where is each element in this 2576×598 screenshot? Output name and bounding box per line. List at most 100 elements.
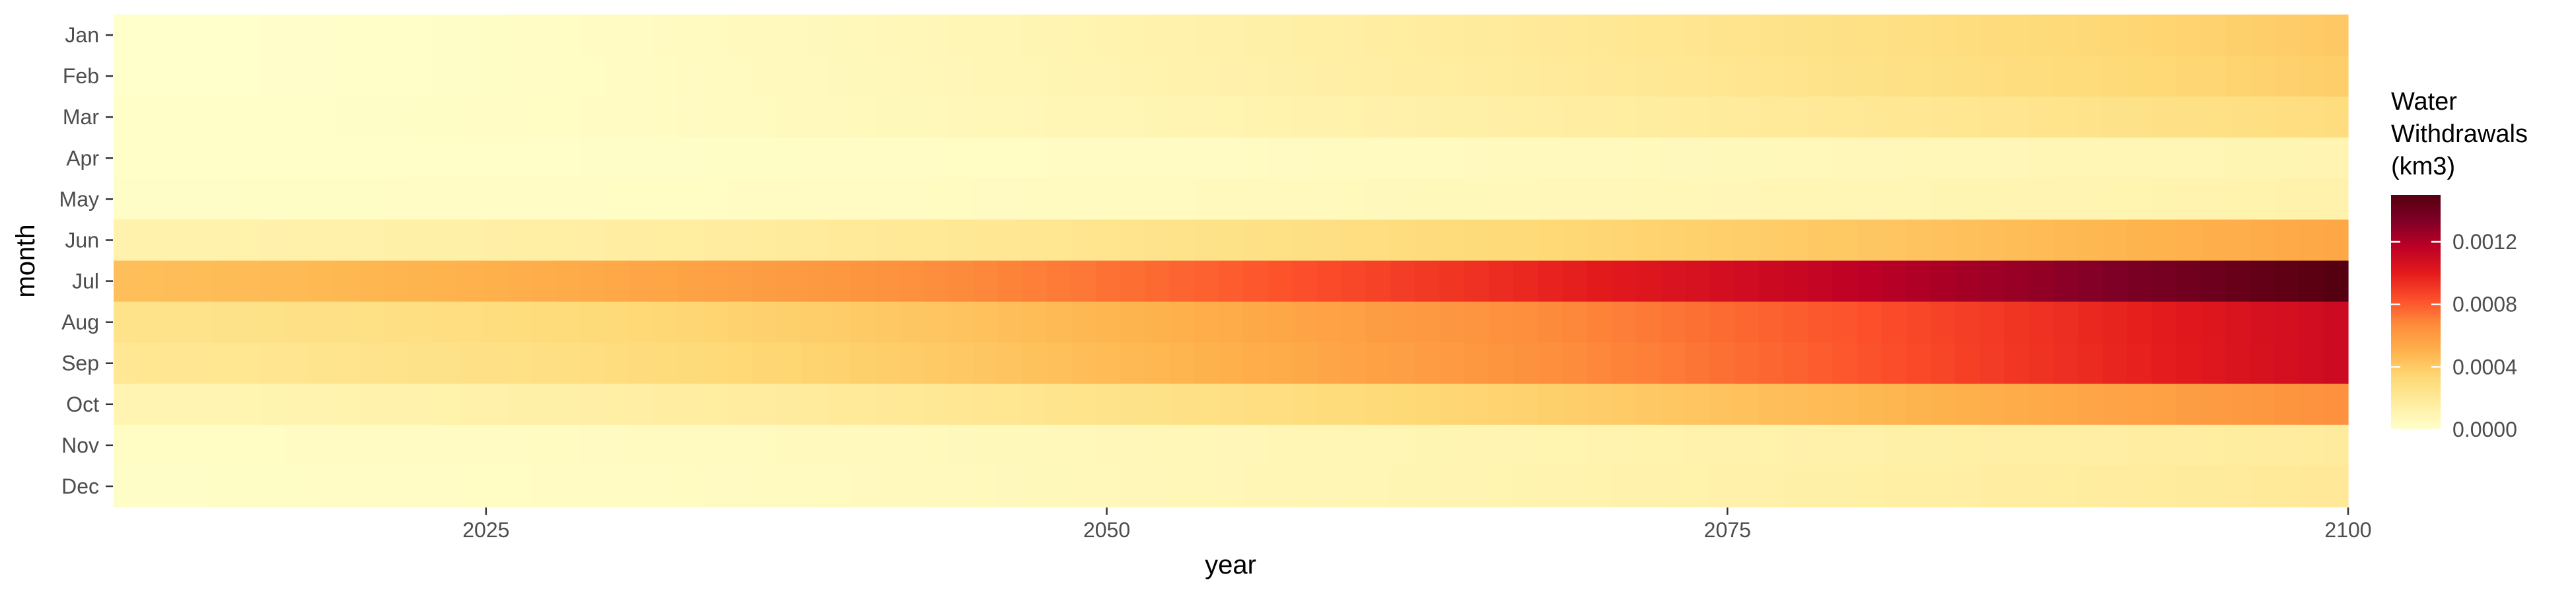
heatmap-cell [2102,465,2128,507]
heatmap-cell [1881,137,1907,179]
heatmap-cell [1145,56,1170,97]
heatmap-cell [2176,137,2201,179]
heatmap-cell [1587,178,1612,221]
heatmap-cell [1587,383,1612,426]
heatmap-cell [948,301,974,344]
heatmap-cell [1881,383,1907,426]
heatmap-cell [530,15,556,56]
heatmap-cell [114,219,139,262]
heatmap-cell [2028,137,2054,179]
heatmap-cell [801,137,826,179]
heatmap-cell [261,15,286,56]
heatmap-cell [1587,56,1612,97]
heatmap-cell [2299,301,2324,344]
heatmap-cell [1120,424,1145,467]
heatmap-cell [1046,260,1072,303]
heatmap-cell [1096,56,1121,97]
heatmap-cell [359,383,384,426]
heatmap-cell [1857,178,1882,221]
heatmap-cell [114,383,139,426]
heatmap-cell [1513,383,1538,426]
heatmap-cell [211,178,237,221]
heatmap-cell [997,15,1023,56]
heatmap-cell [703,301,728,344]
heatmap-cell [703,15,728,56]
heatmap-cell [850,219,876,262]
heatmap-cell [506,137,532,179]
heatmap-cell [457,383,483,426]
heatmap-cell [1808,15,1833,56]
heatmap-cell [2176,56,2201,97]
heatmap-cell [973,15,998,56]
heatmap-cell [899,465,925,507]
heatmap-cell [1931,15,1956,56]
heatmap-cell [1268,219,1293,262]
heatmap-cell [1931,424,1956,467]
heatmap-cell [1022,96,1048,138]
heatmap-cell [1071,219,1096,262]
heatmap-cell [727,424,753,467]
heatmap-cell [162,137,188,179]
heatmap-cell [1194,301,1219,344]
heatmap-cell [211,96,237,138]
heatmap-cell [678,301,703,344]
heatmap-cell [285,219,311,262]
heatmap-cell [2176,465,2201,507]
heatmap-cell [1538,178,1563,221]
heatmap-cell [1758,383,1784,426]
heatmap-cell [1783,301,1808,344]
heatmap-cell [899,342,925,385]
heatmap-cell [2274,342,2300,385]
heatmap-cell [408,383,433,426]
heatmap-cell [2127,219,2153,262]
heatmap-cell [604,424,630,467]
heatmap-cell [285,56,311,97]
heatmap-cell [1635,260,1661,303]
heatmap-cell [506,56,532,97]
heatmap-cell [433,342,458,385]
heatmap-cell [211,301,237,344]
heatmap-cell [1513,424,1538,467]
heatmap-cell [1071,96,1096,138]
heatmap-cell [580,465,606,507]
heatmap-cell [923,96,949,138]
heatmap-cell [1562,260,1588,303]
heatmap-cell [2225,383,2250,426]
heatmap-cell [580,178,606,221]
heatmap-cell [1365,301,1391,344]
heatmap-cell [1513,342,1538,385]
heatmap-cell [1906,137,1931,179]
heatmap-cell [1365,96,1391,138]
heatmap-cell [1046,301,1072,344]
heatmap-cell [1316,15,1342,56]
heatmap-cell [1022,219,1048,262]
heatmap-cell [973,383,998,426]
heatmap-cell [1685,342,1711,385]
heatmap-cell [433,15,458,56]
heatmap-cell [776,56,802,97]
heatmap-cell [2078,56,2103,97]
heatmap-cell [1292,96,1318,138]
heatmap-cell [236,465,262,507]
heatmap-cell [1218,178,1244,221]
heatmap-cell [997,96,1023,138]
heatmap-cell [482,219,507,262]
x-tick-label: 2050 [1083,518,1130,542]
heatmap-cell [482,260,507,303]
heatmap-cell [727,137,753,179]
heatmap-cell [1145,260,1170,303]
heatmap-cell [236,15,262,56]
heatmap-cell [2127,465,2153,507]
heatmap-cell [604,137,630,179]
heatmap-cell [1709,342,1735,385]
heatmap-cell [923,342,949,385]
heatmap-cell [1758,424,1784,467]
heatmap-cell [2102,15,2128,56]
heatmap-cell [1955,178,1980,221]
heatmap-cell [2225,424,2250,467]
heatmap-cell [604,15,630,56]
heatmap-cell [2274,219,2300,262]
heatmap-cell [2323,260,2349,303]
heatmap-cell [1906,342,1931,385]
heatmap-cell [826,465,851,507]
